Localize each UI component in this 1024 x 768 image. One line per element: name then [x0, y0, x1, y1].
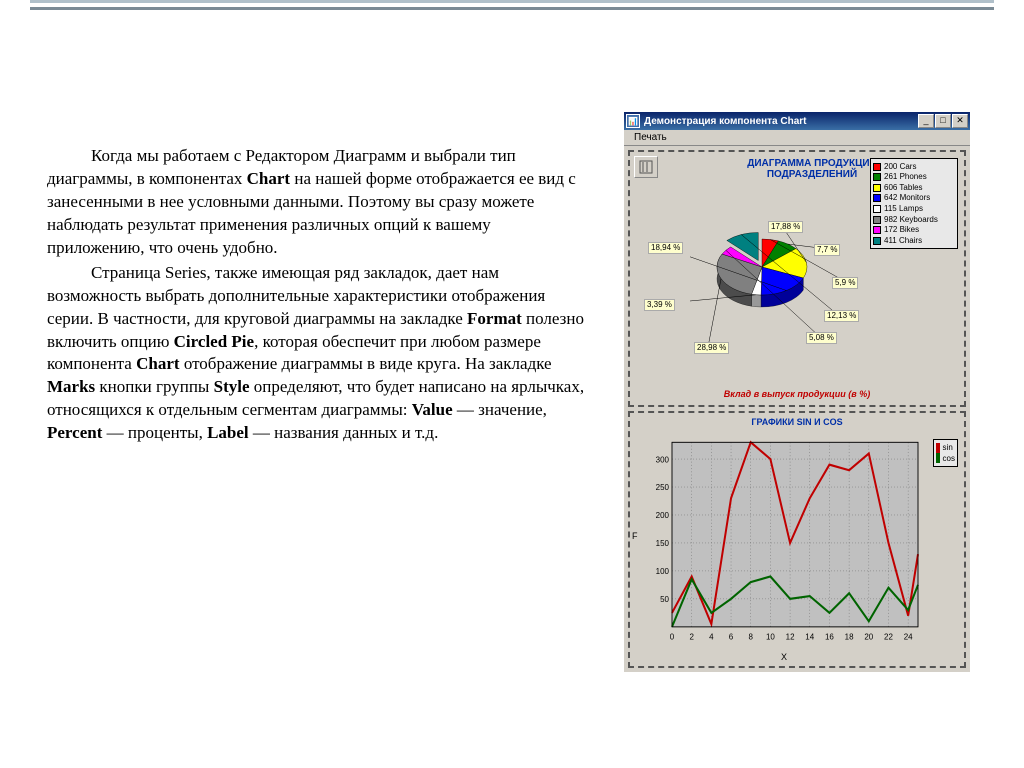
legend-item: 982 Keyboards: [873, 215, 955, 225]
maximize-button[interactable]: □: [935, 114, 951, 128]
svg-text:4: 4: [709, 631, 714, 641]
body-text: Когда мы работаем с Редактором Диаграмм …: [47, 145, 587, 447]
legend-item: sin: [936, 443, 955, 453]
menubar: Печать: [624, 130, 970, 146]
legend-item: 411 Chairs: [873, 236, 955, 246]
pie-slice-label: 7,7 %: [814, 244, 840, 256]
tool-icon: [639, 160, 653, 174]
svg-text:300: 300: [656, 454, 670, 464]
svg-text:8: 8: [748, 631, 753, 641]
tool-button[interactable]: [634, 156, 658, 178]
chart-demo-window: 📊 Демонстрация компонента Chart _ □ ✕ Пе…: [624, 112, 970, 672]
x-axis-label: X: [781, 652, 787, 662]
svg-text:12: 12: [786, 631, 795, 641]
paragraph-2: Страница Series, также имеющая ряд закла…: [47, 262, 587, 446]
svg-text:100: 100: [656, 566, 670, 576]
legend-item: 606 Tables: [873, 183, 955, 193]
svg-text:50: 50: [660, 594, 669, 604]
line-chart: 02468101214161820222450100150200250300 F…: [646, 438, 922, 644]
pie-chart-panel: ДИАГРАММА ПРОДУКЦИИ ПОДРАЗДЕЛЕНИЙ 200 Ca…: [628, 150, 966, 407]
legend-item: 261 Phones: [873, 172, 955, 182]
svg-text:6: 6: [729, 631, 734, 641]
line-chart-title: ГРАФИКИ SIN И COS: [630, 417, 964, 427]
svg-text:0: 0: [670, 631, 675, 641]
slide-border: [30, 0, 994, 10]
paragraph-1: Когда мы работаем с Редактором Диаграмм …: [47, 145, 587, 260]
pie-slice-label: 3,39 %: [644, 299, 675, 311]
svg-text:200: 200: [656, 510, 670, 520]
menu-item-print[interactable]: Печать: [628, 132, 673, 143]
pie-slice-label: 12,13 %: [824, 310, 859, 322]
pie-chart-legend: 200 Cars261 Phones606 Tables642 Monitors…: [870, 158, 958, 249]
minimize-button[interactable]: _: [918, 114, 934, 128]
svg-text:16: 16: [825, 631, 834, 641]
close-button[interactable]: ✕: [952, 114, 968, 128]
legend-item: 172 Bikes: [873, 225, 955, 235]
svg-text:150: 150: [656, 538, 670, 548]
pie-slice-label: 5,9 %: [832, 277, 858, 289]
svg-text:22: 22: [884, 631, 893, 641]
pie-slice-label: 5,08 %: [806, 332, 837, 344]
svg-text:2: 2: [689, 631, 694, 641]
pie-slice-label: 18,94 %: [648, 242, 683, 254]
pie-slice-label: 28,98 %: [694, 342, 729, 354]
legend-item: cos: [936, 453, 955, 463]
app-icon: 📊: [626, 114, 640, 128]
line-chart-legend: sincos: [933, 439, 958, 467]
svg-text:20: 20: [864, 631, 873, 641]
y-axis-label: F: [632, 531, 638, 541]
window-titlebar[interactable]: 📊 Демонстрация компонента Chart _ □ ✕: [624, 112, 970, 130]
pie-chart-footnote: Вклад в выпуск продукции (в %): [630, 389, 964, 399]
line-chart-panel: ГРАФИКИ SIN И COS sincos 024681012141618…: [628, 411, 966, 668]
svg-text:14: 14: [805, 631, 814, 641]
pie-slice-label: 17,88 %: [768, 221, 803, 233]
svg-text:24: 24: [904, 631, 913, 641]
svg-text:18: 18: [845, 631, 854, 641]
svg-text:250: 250: [656, 482, 670, 492]
window-title: Демонстрация компонента Chart: [644, 116, 918, 127]
legend-item: 200 Cars: [873, 162, 955, 172]
legend-item: 115 Lamps: [873, 204, 955, 214]
svg-text:10: 10: [766, 631, 775, 641]
legend-item: 642 Monitors: [873, 193, 955, 203]
